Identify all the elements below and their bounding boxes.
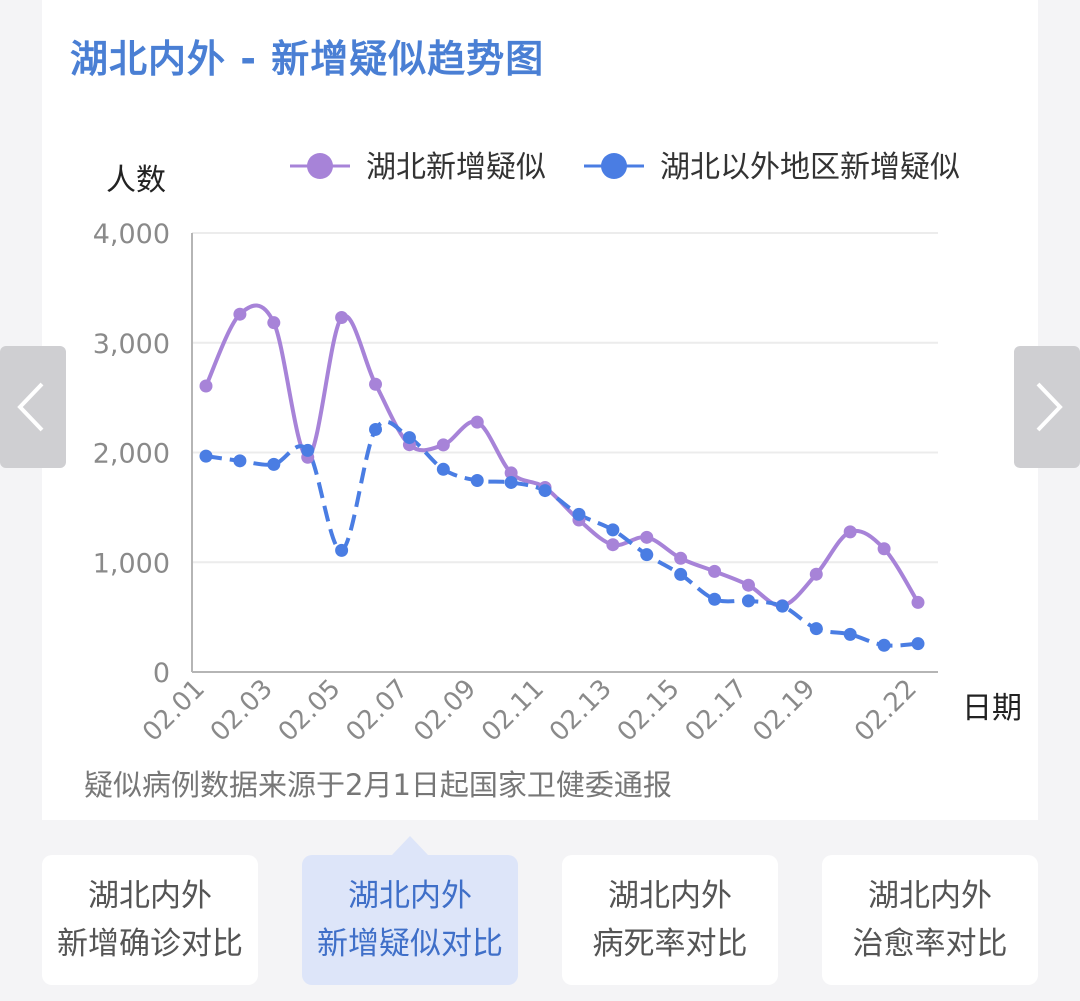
- x-tick-label: 02.07: [341, 674, 415, 748]
- x-tick-label: 02.05: [273, 674, 347, 748]
- data-point: [877, 542, 891, 556]
- data-point: [301, 443, 315, 457]
- data-point: [504, 466, 518, 480]
- x-tick-label: 02.17: [680, 674, 754, 748]
- tab-fatality-compare[interactable]: 湖北内外 病死率对比: [562, 855, 778, 985]
- data-point: [267, 316, 281, 330]
- tab-label-line2: 治愈率对比: [852, 926, 1008, 962]
- data-point: [199, 379, 213, 393]
- data-point: [640, 548, 654, 562]
- y-tick-label: 0: [153, 658, 170, 689]
- y-tick-label: 3,000: [93, 329, 170, 360]
- data-point: [877, 638, 891, 652]
- data-point: [843, 525, 857, 539]
- x-tick-label: 02.01: [137, 674, 211, 748]
- data-point: [741, 594, 755, 608]
- next-button[interactable]: [1014, 346, 1080, 468]
- tab-label-line1: 湖北内外: [868, 878, 992, 914]
- data-point: [809, 567, 823, 581]
- chevron-right-icon: [1036, 382, 1063, 432]
- tab-label-line1: 湖北内外: [608, 878, 732, 914]
- data-point: [911, 637, 925, 651]
- data-point: [843, 627, 857, 641]
- data-point: [369, 377, 383, 391]
- legend-marker: [601, 153, 627, 179]
- y-tick-label: 1,000: [93, 548, 170, 579]
- data-point: [606, 538, 620, 552]
- data-point: [504, 475, 518, 489]
- data-point: [708, 564, 722, 578]
- tab-recovery-compare[interactable]: 湖北内外 治愈率对比: [822, 855, 1038, 985]
- data-point: [369, 422, 383, 436]
- chart-card: [42, 0, 1038, 820]
- data-point: [402, 431, 416, 445]
- tab-confirmed-compare[interactable]: 湖北内外 新增确诊对比: [42, 855, 258, 985]
- data-point: [436, 438, 450, 452]
- x-tick-label: 02.15: [612, 674, 686, 748]
- data-point: [199, 449, 213, 463]
- data-point: [538, 484, 552, 498]
- data-point: [911, 595, 925, 609]
- x-tick-label: 02.11: [476, 674, 550, 748]
- tab-label-line2: 新增确诊对比: [57, 926, 243, 962]
- legend-label: 湖北以外地区新增疑似: [660, 150, 960, 185]
- tab-suspected-compare[interactable]: 湖北内外 新增疑似对比: [302, 855, 518, 985]
- x-tick-label: 02.22: [849, 674, 923, 748]
- x-tick-label: 02.09: [408, 674, 482, 748]
- data-point: [335, 543, 349, 557]
- legend-label: 湖北新增疑似: [366, 150, 546, 185]
- x-tick-label: 02.13: [544, 674, 618, 748]
- data-point: [436, 462, 450, 476]
- tab-label-line1: 湖北内外: [348, 878, 472, 914]
- data-point: [335, 311, 349, 325]
- data-point: [606, 523, 620, 537]
- prev-button[interactable]: [0, 346, 66, 468]
- tab-label-line2: 新增疑似对比: [317, 926, 503, 962]
- tab-label-line2: 病死率对比: [592, 926, 748, 962]
- data-point: [674, 567, 688, 581]
- data-point: [674, 551, 688, 565]
- y-axis-title: 人数: [106, 163, 166, 198]
- source-note: 疑似病例数据来源于2月1日起国家卫健委通报: [84, 768, 672, 802]
- chevron-left-icon: [17, 382, 44, 432]
- data-point: [233, 454, 247, 468]
- data-point: [470, 473, 484, 487]
- legend-marker: [307, 153, 333, 179]
- y-tick-label: 2,000: [93, 439, 170, 470]
- data-point: [809, 622, 823, 636]
- x-tick-label: 02.19: [747, 674, 821, 748]
- y-tick-label: 4,000: [93, 219, 170, 250]
- data-point: [640, 530, 654, 544]
- page-title: 湖北内外 - 新增疑似趋势图: [70, 37, 545, 81]
- data-point: [775, 599, 789, 613]
- data-point: [708, 592, 722, 606]
- tab-label-line1: 湖北内外: [88, 878, 212, 914]
- x-axis-title: 日期: [962, 691, 1022, 726]
- data-point: [470, 415, 484, 429]
- data-point: [233, 307, 247, 321]
- data-point: [267, 457, 281, 471]
- active-tab-pointer: [392, 836, 428, 855]
- data-point: [741, 578, 755, 592]
- x-tick-label: 02.03: [205, 674, 279, 748]
- data-point: [572, 507, 586, 521]
